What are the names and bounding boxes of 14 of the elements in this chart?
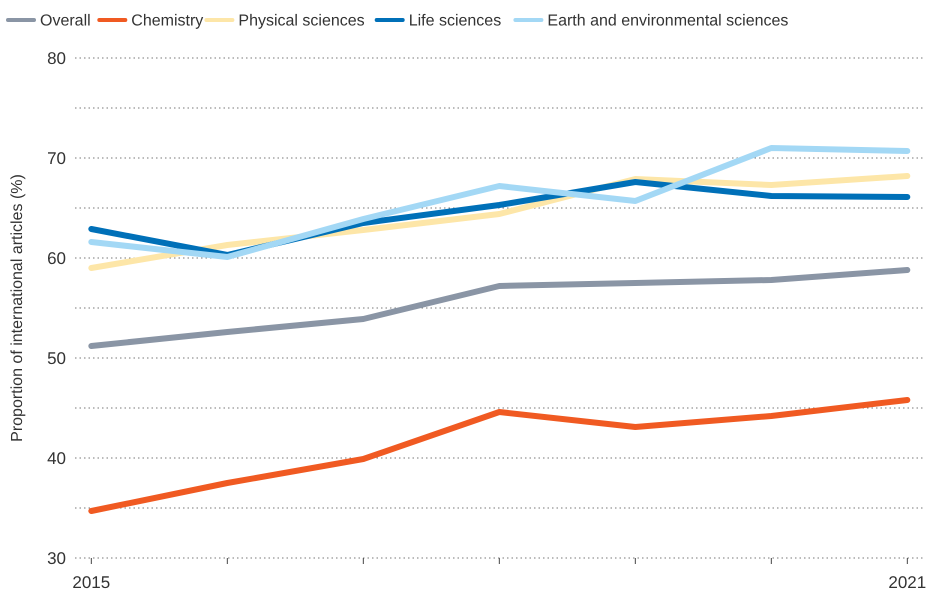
y-tick-label: 70 [47, 149, 66, 168]
legend-label: Chemistry [131, 12, 204, 30]
y-tick-label: 50 [47, 349, 66, 368]
x-tick-label: 2021 [888, 573, 926, 592]
y-tick-label: 80 [47, 49, 66, 68]
legend-label: Physical sciences [238, 12, 365, 30]
x-tick-label: 2015 [72, 573, 110, 592]
legend-label: Life sciences [408, 12, 502, 30]
y-tick-label: 40 [47, 449, 66, 468]
y-tick-label: 30 [47, 549, 66, 568]
legend-label: Earth and environmental sciences [547, 12, 788, 30]
legend-label: Overall [40, 12, 91, 30]
y-tick-label: 60 [47, 249, 66, 268]
y-axis-title: Proportion of international articles (%) [9, 174, 26, 442]
